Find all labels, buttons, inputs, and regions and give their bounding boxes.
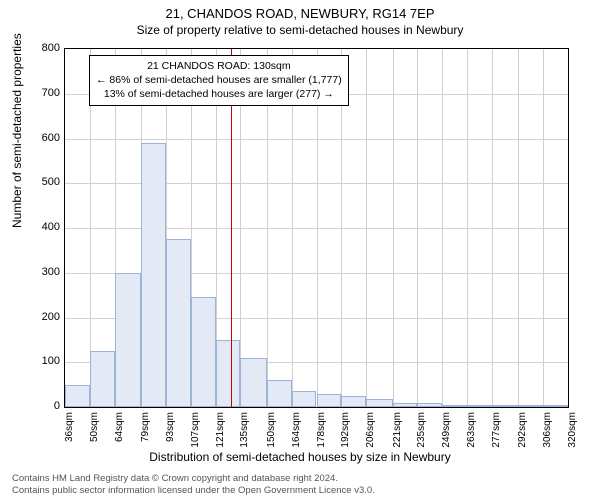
main-title: 21, CHANDOS ROAD, NEWBURY, RG14 7EP [0,0,600,21]
gridline-v [492,49,493,407]
histogram-bar [518,405,543,407]
annotation-line-1: 21 CHANDOS ROAD: 130sqm [96,59,342,73]
histogram-bar [492,405,519,407]
histogram-bar [442,405,467,407]
x-tick-label: 93sqm [165,412,176,452]
histogram-bar [115,273,142,407]
x-tick-label: 192sqm [340,412,351,452]
x-tick-label: 292sqm [517,412,528,452]
x-tick-label: 206sqm [365,412,376,452]
gridline-v [417,49,418,407]
histogram-bar [267,380,292,407]
x-tick-label: 107sqm [190,412,201,452]
x-tick-label: 64sqm [114,412,125,452]
x-tick-label: 135sqm [239,412,250,452]
y-tick-label: 0 [30,400,60,412]
histogram-bar [543,405,568,407]
histogram-bar [141,143,166,407]
x-tick-label: 277sqm [491,412,502,452]
gridline-v [518,49,519,407]
x-tick-label: 79sqm [140,412,151,452]
y-tick-label: 500 [30,176,60,188]
sub-title: Size of property relative to semi-detach… [0,21,600,37]
histogram-bar [467,405,492,407]
x-tick-label: 150sqm [266,412,277,452]
y-tick-label: 700 [30,87,60,99]
annotation-line-2: ← 86% of semi-detached houses are smalle… [96,73,342,87]
x-axis-label: Distribution of semi-detached houses by … [0,450,600,464]
histogram-bar [90,351,115,407]
gridline-v [442,49,443,407]
x-tick-label: 263sqm [466,412,477,452]
histogram-bar [317,394,342,407]
x-tick-label: 178sqm [316,412,327,452]
x-tick-label: 121sqm [215,412,226,452]
histogram-bar [366,399,393,407]
gridline-v [393,49,394,407]
x-tick-label: 320sqm [567,412,578,452]
gridline-v [467,49,468,407]
y-tick-label: 300 [30,266,60,278]
histogram-bar [292,391,317,407]
gridline-v [543,49,544,407]
y-axis-label: Number of semi-detached properties [10,33,24,228]
y-tick-label: 200 [30,311,60,323]
histogram-bar [240,358,267,407]
footer-line-2: Contains public sector information licen… [12,485,375,496]
histogram-bar [65,385,90,407]
x-tick-label: 221sqm [392,412,403,452]
annotation-line-3: 13% of semi-detached houses are larger (… [96,87,342,101]
footer-line-1: Contains HM Land Registry data © Crown c… [12,473,375,484]
annotation-box: 21 CHANDOS ROAD: 130sqm ← 86% of semi-de… [89,55,349,106]
y-tick-label: 400 [30,221,60,233]
x-tick-label: 306sqm [542,412,553,452]
y-tick-label: 100 [30,355,60,367]
chart-container: 21, CHANDOS ROAD, NEWBURY, RG14 7EP Size… [0,0,600,500]
y-tick-label: 600 [30,132,60,144]
histogram-bar [216,340,241,407]
x-tick-label: 164sqm [291,412,302,452]
histogram-bar [417,403,442,407]
x-tick-label: 249sqm [441,412,452,452]
x-tick-label: 36sqm [64,412,75,452]
gridline-v [366,49,367,407]
x-tick-label: 50sqm [89,412,100,452]
histogram-bar [341,396,366,407]
plot-area: 21 CHANDOS ROAD: 130sqm ← 86% of semi-de… [64,48,569,408]
footer: Contains HM Land Registry data © Crown c… [12,473,375,496]
y-tick-label: 800 [30,42,60,54]
histogram-bar [166,239,191,407]
histogram-bar [191,297,216,407]
x-tick-label: 235sqm [416,412,427,452]
histogram-bar [393,403,418,407]
